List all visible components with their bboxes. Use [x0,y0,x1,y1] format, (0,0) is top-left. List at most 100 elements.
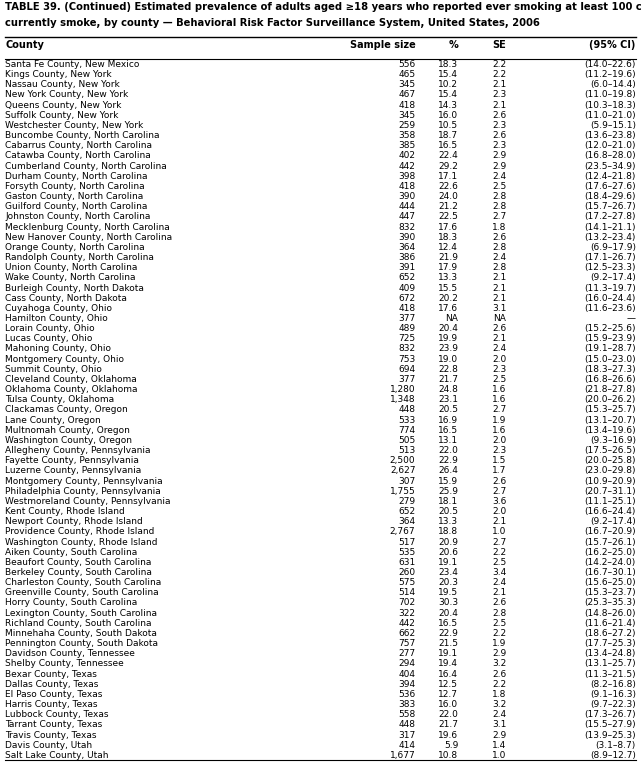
Text: 385: 385 [398,141,415,150]
Text: 2.7: 2.7 [492,487,506,496]
Text: (20.7–31.1): (20.7–31.1) [584,487,636,496]
Text: (12.4–21.8): (12.4–21.8) [585,171,636,181]
Text: Allegheny County, Pennsylvania: Allegheny County, Pennsylvania [5,446,151,455]
Text: (11.6–21.4): (11.6–21.4) [585,619,636,628]
Text: 517: 517 [398,537,415,546]
Text: Burleigh County, North Dakota: Burleigh County, North Dakota [5,283,144,293]
Text: (16.7–30.1): (16.7–30.1) [584,568,636,577]
Text: 2.4: 2.4 [492,171,506,181]
Text: 556: 556 [398,60,415,69]
Text: 2.2: 2.2 [492,60,506,69]
Text: (14.1–21.1): (14.1–21.1) [585,223,636,232]
Text: Union County, North Carolina: Union County, North Carolina [5,263,138,272]
Text: Davis County, Utah: Davis County, Utah [5,741,92,750]
Text: 2.8: 2.8 [492,263,506,272]
Text: (11.0–19.8): (11.0–19.8) [584,91,636,100]
Text: 467: 467 [398,91,415,100]
Text: (23.5–34.9): (23.5–34.9) [585,162,636,171]
Text: 20.5: 20.5 [438,507,458,516]
Text: Greenville County, South Carolina: Greenville County, South Carolina [5,588,159,597]
Text: Lorain County, Ohio: Lorain County, Ohio [5,324,95,333]
Text: 18.3: 18.3 [438,60,458,69]
Text: 3.2: 3.2 [492,659,506,668]
Text: 2.4: 2.4 [492,344,506,354]
Text: (16.8–28.0): (16.8–28.0) [584,152,636,161]
Text: Summit County, Ohio: Summit County, Ohio [5,365,102,374]
Text: 317: 317 [398,731,415,740]
Text: (15.0–23.0): (15.0–23.0) [584,354,636,363]
Text: 2.1: 2.1 [492,283,506,293]
Text: Aiken County, South Carolina: Aiken County, South Carolina [5,548,137,557]
Text: 2.8: 2.8 [492,609,506,618]
Text: 536: 536 [398,690,415,699]
Text: Kent County, Rhode Island: Kent County, Rhode Island [5,507,125,516]
Text: (11.3–21.5): (11.3–21.5) [584,670,636,679]
Text: 19.4: 19.4 [438,659,458,668]
Text: 2.6: 2.6 [492,670,506,679]
Text: 22.6: 22.6 [438,182,458,191]
Text: (12.5–23.3): (12.5–23.3) [585,263,636,272]
Text: 2.4: 2.4 [492,578,506,588]
Text: (19.1–28.7): (19.1–28.7) [584,344,636,354]
Text: 1.9: 1.9 [492,639,506,648]
Text: 2.6: 2.6 [492,598,506,607]
Text: 12.5: 12.5 [438,680,458,689]
Text: 17.6: 17.6 [438,223,458,232]
Text: (9.1–16.3): (9.1–16.3) [590,690,636,699]
Text: (6.0–14.4): (6.0–14.4) [590,80,636,89]
Text: 652: 652 [398,507,415,516]
Text: 2.9: 2.9 [492,731,506,740]
Text: Montgomery County, Ohio: Montgomery County, Ohio [5,354,124,363]
Text: 2.6: 2.6 [492,131,506,140]
Text: 2.8: 2.8 [492,202,506,211]
Text: (16.6–24.4): (16.6–24.4) [585,507,636,516]
Text: Multnomah County, Oregon: Multnomah County, Oregon [5,426,130,435]
Text: 442: 442 [399,162,415,171]
Text: (18.4–29.6): (18.4–29.6) [585,192,636,201]
Text: (17.5–26.5): (17.5–26.5) [584,446,636,455]
Text: Queens County, New York: Queens County, New York [5,101,122,110]
Text: (16.7–20.9): (16.7–20.9) [584,527,636,536]
Text: (15.5–27.9): (15.5–27.9) [584,720,636,729]
Text: (25.3–35.3): (25.3–35.3) [584,598,636,607]
Text: Mahoning County, Ohio: Mahoning County, Ohio [5,344,111,354]
Text: 20.4: 20.4 [438,609,458,618]
Text: 2.1: 2.1 [492,101,506,110]
Text: Westmoreland County, Pennsylvania: Westmoreland County, Pennsylvania [5,497,171,506]
Text: 22.0: 22.0 [438,710,458,719]
Text: Pennington County, South Dakota: Pennington County, South Dakota [5,639,158,648]
Text: (9.3–16.9): (9.3–16.9) [590,436,636,445]
Text: 386: 386 [398,253,415,262]
Text: Oklahoma County, Oklahoma: Oklahoma County, Oklahoma [5,385,138,394]
Text: Cumberland County, North Carolina: Cumberland County, North Carolina [5,162,167,171]
Text: 5.9: 5.9 [444,741,458,750]
Text: 1.8: 1.8 [492,223,506,232]
Text: (16.2–25.0): (16.2–25.0) [585,548,636,557]
Text: Cabarrus County, North Carolina: Cabarrus County, North Carolina [5,141,152,150]
Text: Johnston County, North Carolina: Johnston County, North Carolina [5,213,151,222]
Text: Orange County, North Carolina: Orange County, North Carolina [5,243,145,252]
Text: 2.3: 2.3 [492,91,506,100]
Text: 2.7: 2.7 [492,405,506,415]
Text: 29.2: 29.2 [438,162,458,171]
Text: 345: 345 [398,110,415,120]
Text: Tarrant County, Texas: Tarrant County, Texas [5,720,103,729]
Text: (6.9–17.9): (6.9–17.9) [590,243,636,252]
Text: 2.8: 2.8 [492,243,506,252]
Text: (13.4–24.8): (13.4–24.8) [585,649,636,658]
Text: (14.8–26.0): (14.8–26.0) [585,609,636,618]
Text: (15.6–25.0): (15.6–25.0) [584,578,636,588]
Text: 2.2: 2.2 [492,629,506,638]
Text: (23.0–29.8): (23.0–29.8) [585,466,636,475]
Text: 2.0: 2.0 [492,507,506,516]
Text: 2,627: 2,627 [390,466,415,475]
Text: Durham County, North Carolina: Durham County, North Carolina [5,171,147,181]
Text: Lubbock County, Texas: Lubbock County, Texas [5,710,108,719]
Text: 10.2: 10.2 [438,80,458,89]
Text: 20.5: 20.5 [438,405,458,415]
Text: 2.5: 2.5 [492,375,506,384]
Text: 10.5: 10.5 [438,121,458,130]
Text: Randolph County, North Carolina: Randolph County, North Carolina [5,253,154,262]
Text: 364: 364 [398,517,415,527]
Text: 23.9: 23.9 [438,344,458,354]
